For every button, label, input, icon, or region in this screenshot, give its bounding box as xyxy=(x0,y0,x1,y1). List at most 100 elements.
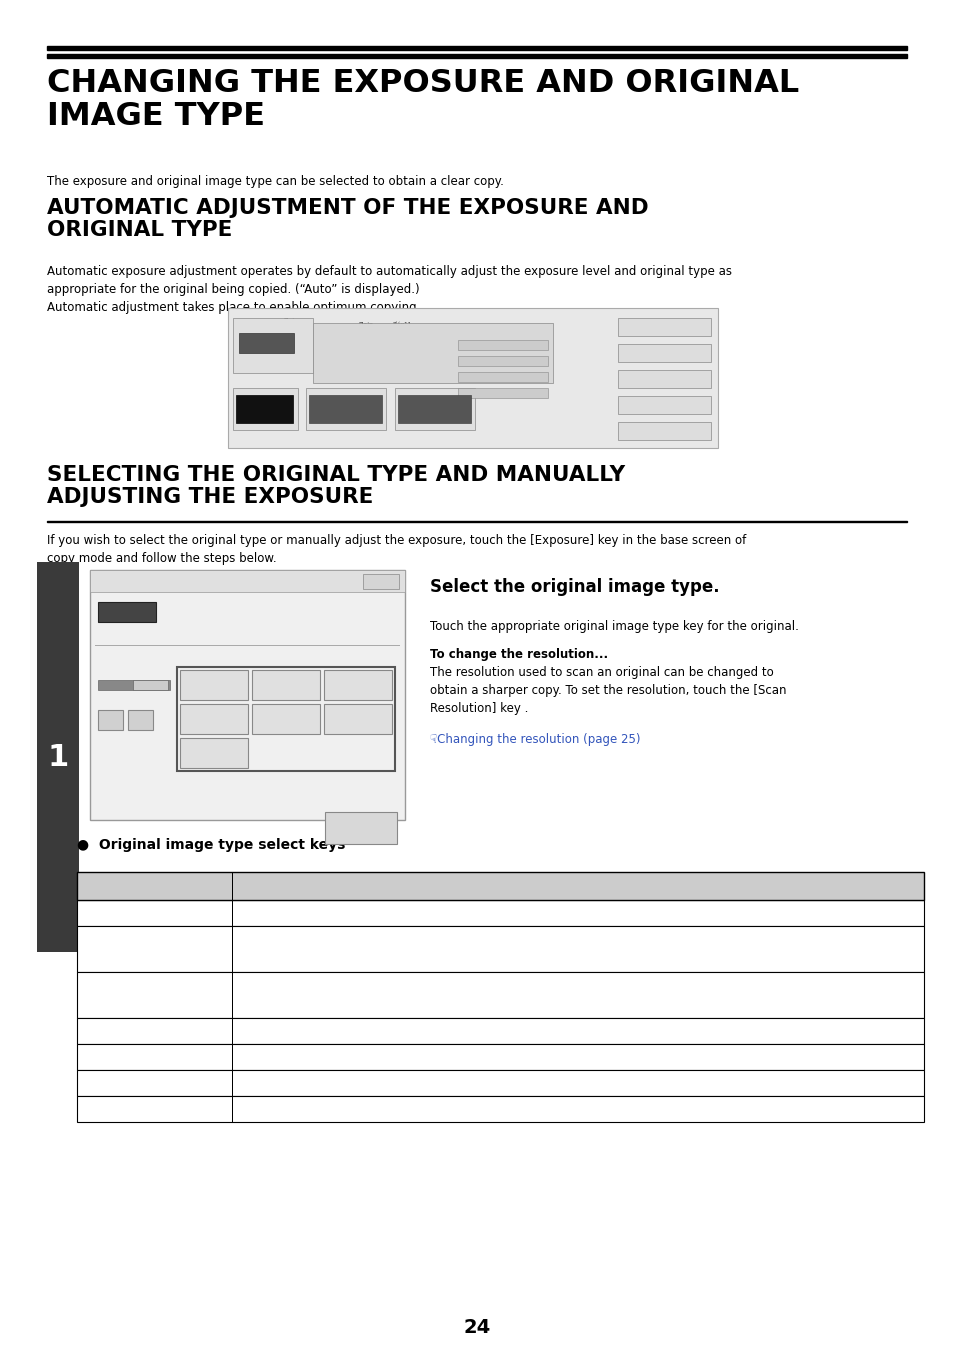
Text: This mode provides the best balance for copying an original which contains both : This mode provides the best balance for … xyxy=(240,979,770,1011)
Text: The resolution used to scan an original can be changed to
obtain a sharper copy.: The resolution used to scan an original … xyxy=(430,666,785,715)
Text: Printed photo: Printed photo xyxy=(85,1024,165,1038)
Bar xyxy=(309,394,381,423)
Text: Touch the appropriate original image type key for the original.: Touch the appropriate original image typ… xyxy=(430,620,798,634)
Bar xyxy=(77,971,923,1019)
Bar xyxy=(232,925,233,971)
Text: Paper Select: Paper Select xyxy=(398,392,433,397)
Bar xyxy=(252,670,319,700)
Bar xyxy=(235,394,293,423)
Bar xyxy=(324,704,392,734)
Bar xyxy=(457,340,547,350)
Text: AUTOMATIC ADJUSTMENT OF THE EXPOSURE AND
ORIGINAL TYPE: AUTOMATIC ADJUSTMENT OF THE EXPOSURE AND… xyxy=(47,199,648,240)
Bar xyxy=(180,738,248,767)
Text: Auto: Auto xyxy=(115,607,138,617)
Text: Use this mode for regular text documents.: Use this mode for regular text documents… xyxy=(240,907,491,920)
Bar xyxy=(232,1044,233,1070)
Text: Light
Original: Light Original xyxy=(200,747,228,759)
Bar xyxy=(363,574,398,589)
Text: 11x17  im: 11x17 im xyxy=(462,358,487,363)
Bar xyxy=(324,670,392,700)
Text: Use this mode to copy photos.: Use this mode to copy photos. xyxy=(240,1051,419,1063)
Text: Auto: Auto xyxy=(257,340,274,346)
Bar xyxy=(457,372,547,382)
Bar xyxy=(77,1096,923,1121)
Bar xyxy=(232,1019,233,1044)
Bar xyxy=(180,670,248,700)
Text: Auto
8½x11: Auto 8½x11 xyxy=(335,404,355,415)
Text: Text/Photo: Text/Photo xyxy=(339,682,376,688)
Bar xyxy=(77,871,923,900)
Text: Photo: Photo xyxy=(85,1051,118,1063)
Bar xyxy=(232,1070,233,1096)
Bar xyxy=(618,396,710,413)
Text: 2-Sided Copy: 2-Sided Copy xyxy=(643,350,683,355)
Text: Use this mode for originals with light pencil writing.: Use this mode for originals with light p… xyxy=(240,1102,545,1116)
Bar xyxy=(325,812,396,844)
Text: If you wish to select the original type or manually adjust the exposure, touch t: If you wish to select the original type … xyxy=(47,534,745,565)
Text: Special Modes: Special Modes xyxy=(642,324,684,330)
Text: Copy Ratio: Copy Ratio xyxy=(236,392,267,397)
Text: Text/Photo: Text/Photo xyxy=(85,989,147,1001)
Text: Map: Map xyxy=(85,1077,110,1089)
Text: This mode provides the best balance for copying an original which contains both : This mode provides the best balance for … xyxy=(240,934,770,965)
Text: 100%: 100% xyxy=(247,404,281,413)
Text: Output: Output xyxy=(653,377,674,381)
Bar xyxy=(395,388,475,430)
Text: Scan
Resolution: Scan Resolution xyxy=(340,817,381,838)
Text: File: File xyxy=(659,403,668,408)
Text: Select the original image type.: Select the original image type. xyxy=(430,578,719,596)
Text: Printed
Photo: Printed Photo xyxy=(201,712,227,725)
Text: ●  Original image type select keys: ● Original image type select keys xyxy=(77,838,345,852)
Text: Text: Text xyxy=(85,907,109,920)
Bar xyxy=(618,370,710,388)
Text: Quick File: Quick File xyxy=(649,428,678,434)
Text: 8½x11: 8½x11 xyxy=(393,322,412,327)
Text: 11x17  im: 11x17 im xyxy=(462,343,487,347)
Text: ◄: ◄ xyxy=(105,713,114,727)
Text: ►: ► xyxy=(135,713,145,727)
Bar xyxy=(47,54,906,58)
Text: 1 . . . 3 . . . 5: 1 . . . 3 . . . 5 xyxy=(114,703,153,707)
Bar xyxy=(47,520,906,521)
Text: Light Original: Light Original xyxy=(85,1102,165,1116)
Bar xyxy=(98,603,156,621)
Bar xyxy=(232,900,233,925)
Text: SELECTING THE ORIGINAL TYPE AND MANUALLY
ADJUSTING THE EXPOSURE: SELECTING THE ORIGINAL TYPE AND MANUALLY… xyxy=(47,465,624,507)
Text: Automatic exposure adjustment operates by default to automatically adjust the ex: Automatic exposure adjustment operates b… xyxy=(47,265,731,313)
Text: 24: 24 xyxy=(463,1319,490,1337)
Text: 11x17  im: 11x17 im xyxy=(462,390,487,396)
Text: ☟Changing the resolution (page 25): ☟Changing the resolution (page 25) xyxy=(430,734,639,746)
Text: Original: Original xyxy=(310,392,331,397)
Bar xyxy=(457,388,547,399)
Bar xyxy=(397,394,471,423)
Text: Plain: Plain xyxy=(283,317,297,323)
Bar xyxy=(228,308,718,449)
Bar xyxy=(98,711,123,730)
Text: This mode is best for copying printed photographs, such as photos in a magazine : This mode is best for copying printed ph… xyxy=(240,1024,803,1038)
Text: 1: 1 xyxy=(48,743,69,771)
Bar xyxy=(98,680,170,690)
Text: Mode: Mode xyxy=(133,880,174,893)
Bar xyxy=(90,570,405,592)
Bar xyxy=(90,570,405,820)
Text: Manual: Manual xyxy=(98,658,129,667)
Text: Text: Text xyxy=(207,682,221,688)
Bar xyxy=(47,46,906,50)
Bar xyxy=(233,317,313,373)
Bar xyxy=(77,1019,923,1044)
Bar xyxy=(77,900,923,925)
Text: Map: Map xyxy=(350,716,365,721)
Bar xyxy=(177,667,395,771)
Bar xyxy=(618,422,710,440)
Bar xyxy=(128,711,152,730)
Text: Text/
Prtd.Photo: Text/ Prtd.Photo xyxy=(267,678,304,692)
Text: Exposure: Exposure xyxy=(98,577,139,585)
Bar xyxy=(233,388,297,430)
Bar xyxy=(77,1070,923,1096)
Text: OK: OK xyxy=(375,577,387,585)
Bar xyxy=(313,323,553,382)
Bar xyxy=(306,388,386,430)
Bar xyxy=(239,332,294,353)
Bar xyxy=(180,704,248,734)
Bar xyxy=(232,1096,233,1121)
